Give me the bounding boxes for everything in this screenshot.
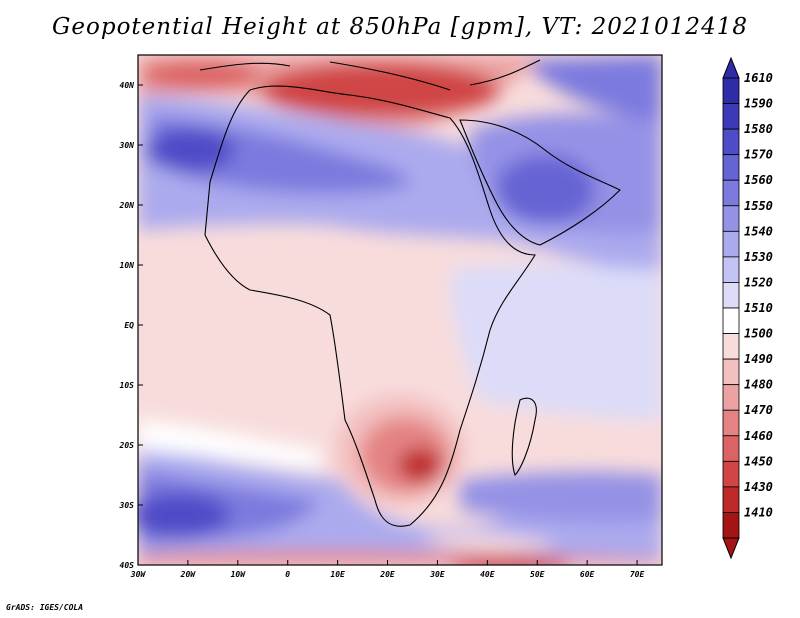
x-tick-label: 70E <box>630 570 645 579</box>
y-tick-label: 20N <box>119 201 135 210</box>
colorbar-label: 1410 <box>744 505 773 519</box>
grads-credit: GrADS: IGES/COLA <box>6 603 84 612</box>
colorbar-top-arrow <box>722 56 740 79</box>
colorbar-label: 1460 <box>744 429 773 443</box>
colorbar-swatch <box>722 512 740 539</box>
y-tick-label: 40N <box>120 81 135 90</box>
colorbar-swatch <box>722 282 740 309</box>
colorbar-label: 1500 <box>744 327 773 341</box>
colorbar-swatch <box>722 460 740 488</box>
colorbar-swatch <box>722 128 740 156</box>
colorbar-label: 1570 <box>744 148 773 162</box>
colorbar-swatch <box>722 154 740 181</box>
colorbar-label: 1530 <box>744 250 773 264</box>
y-tick-label: 40S <box>120 561 135 570</box>
y-tick-label: 10S <box>120 381 135 390</box>
x-tick-label: 60E <box>580 570 595 579</box>
colorbar-label: 1550 <box>744 199 773 213</box>
y-tick-label: EQ <box>124 321 134 330</box>
colorbar-swatch <box>722 103 740 130</box>
x-tick-label: 30W <box>130 570 147 579</box>
colorbar-label: 1470 <box>744 403 773 417</box>
y-tick-label: 10N <box>120 261 135 270</box>
colorbar-swatch <box>722 256 740 283</box>
height-field <box>138 55 662 565</box>
colorbar-label: 1450 <box>744 454 773 468</box>
colorbar-swatch <box>722 205 740 232</box>
colorbar: 1610 1590 1580 1570 1560 1550 1540 1530 1520 1510… <box>722 56 773 560</box>
colorbar-label: 1560 <box>744 173 773 187</box>
y-tick-label: 30N <box>119 141 135 150</box>
colorbar-swatch <box>722 230 740 258</box>
x-tick-label: 20E <box>379 570 395 579</box>
colorbar-label: 1540 <box>744 224 773 238</box>
colorbar-label: 1520 <box>744 275 773 289</box>
colorbar-swatch <box>722 435 740 462</box>
colorbar-swatch <box>722 358 740 386</box>
colorbar-swatch <box>722 179 740 207</box>
colorbar-swatch <box>722 384 740 411</box>
chart-title: Geopotential Height at 850hPa [gpm], VT:… <box>52 14 748 40</box>
latitude-axis: 40N 30N 20N 10N EQ 10S 20S 30S 40S <box>119 81 143 570</box>
longitude-axis: 30W 20W 10W 0 10E 20E 30E 40E 50E 60E 70E <box>130 560 645 579</box>
colorbar-label: 1480 <box>744 378 773 392</box>
colorbar-swatch <box>722 307 740 334</box>
x-tick-label: 40E <box>480 570 495 579</box>
colorbar-swatch <box>722 486 740 513</box>
x-tick-label: 50E <box>530 570 545 579</box>
map-frame <box>137 54 663 566</box>
colorbar-swatch <box>722 77 740 104</box>
colorbar-swatch <box>722 409 740 437</box>
coastlines <box>199 59 621 527</box>
colorbar-label: 1430 <box>744 480 773 494</box>
colorbar-bottom-arrow <box>722 537 740 560</box>
colorbar-label: 1490 <box>744 352 773 366</box>
y-tick-label: 20S <box>119 441 135 450</box>
colorbar-label: 1590 <box>744 97 773 111</box>
colorbar-label: 1610 <box>744 71 773 85</box>
x-tick-label: 10E <box>330 570 345 579</box>
colorbar-label: 1510 <box>744 301 773 315</box>
x-tick-label: 10W <box>231 570 247 579</box>
x-tick-label: 0 <box>285 570 290 579</box>
y-tick-label: 30S <box>119 501 135 510</box>
x-tick-label: 20W <box>180 570 197 579</box>
colorbar-label: 1580 <box>744 122 773 136</box>
x-tick-label: 30E <box>429 570 445 579</box>
colorbar-swatch <box>722 333 740 360</box>
